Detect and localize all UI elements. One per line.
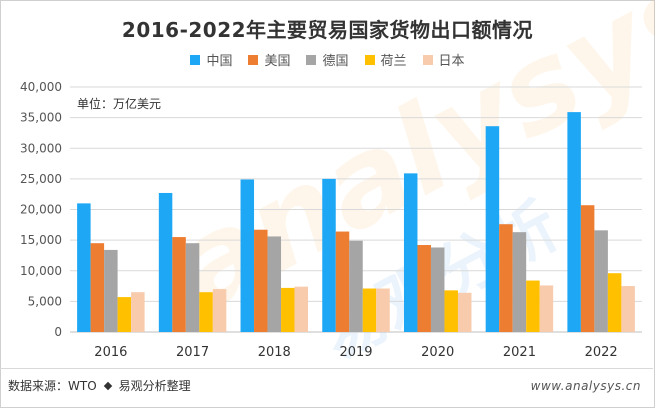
- bar-日本-2017: [212, 289, 227, 332]
- x-tick-label: 2018: [258, 345, 291, 360]
- bar-美国-2019: [335, 231, 350, 332]
- x-tick-label: 2022: [585, 345, 618, 360]
- bar-中国-2017: [158, 192, 173, 332]
- chart-legend: 中国 美国 德国 荷兰 日本: [0, 50, 655, 69]
- legend-label: 日本: [438, 54, 465, 69]
- legend-label: 美国: [264, 54, 291, 69]
- bar-荷兰-2019: [362, 288, 377, 332]
- bar-中国-2019: [322, 178, 336, 332]
- bar-德国-2017: [185, 243, 200, 332]
- bar-日本-2020: [457, 292, 472, 332]
- source-text: 数据来源：WTO: [8, 379, 97, 393]
- bar-日本-2022: [621, 286, 635, 332]
- x-tick-label: 2016: [94, 345, 127, 360]
- legend-label: 德国: [322, 54, 349, 69]
- y-tick-label: 40,000: [20, 80, 62, 94]
- bar-中国-2016: [77, 203, 91, 332]
- legend-swatch: [190, 54, 201, 65]
- legend-swatch: [422, 54, 433, 65]
- bar-美国-2021: [499, 224, 513, 332]
- x-tick-label: 2020: [421, 345, 454, 360]
- x-tick-label: 2017: [176, 345, 209, 360]
- legend-item-1: 美国: [248, 50, 290, 69]
- y-tick-label: 0: [54, 325, 62, 339]
- bar-荷兰-2018: [281, 287, 295, 332]
- unit-label: 单位：万亿美元: [77, 97, 162, 111]
- legend-label: 荷兰: [380, 54, 407, 69]
- footer-url: www.analysys.cn: [530, 379, 641, 393]
- x-tick-label: 2021: [503, 345, 536, 360]
- y-tick-label: 25,000: [20, 172, 62, 186]
- bar-美国-2016: [90, 243, 105, 332]
- legend-label: 中国: [206, 54, 233, 69]
- bar-日本-2018: [294, 286, 309, 332]
- legend-swatch: [306, 54, 317, 65]
- y-tick-label: 20,000: [20, 203, 62, 217]
- bar-荷兰-2022: [607, 273, 622, 332]
- chart-title: 2016-2022年主要贸易国家货物出口额情况: [121, 18, 534, 42]
- bar-荷兰-2017: [199, 292, 213, 332]
- legend-swatch: [248, 54, 259, 65]
- bar-德国-2022: [594, 230, 608, 332]
- bar-德国-2020: [430, 247, 445, 332]
- y-tick-label: 5,000: [28, 294, 62, 308]
- bar-中国-2018: [240, 179, 255, 332]
- bar-中国-2020: [403, 173, 418, 332]
- footer-divider: [0, 368, 653, 369]
- bar-日本-2021: [539, 285, 554, 332]
- org-text: 易观分析整理: [118, 379, 191, 393]
- bar-美国-2018: [254, 229, 268, 332]
- bar-荷兰-2021: [526, 280, 540, 332]
- legend-swatch: [364, 54, 375, 65]
- legend-item-2: 德国: [306, 50, 349, 69]
- bar-德国-2021: [512, 232, 527, 332]
- y-tick-label: 10,000: [20, 264, 62, 278]
- bar-日本-2019: [376, 288, 390, 332]
- bar-德国-2016: [104, 249, 118, 332]
- legend-item-0: 中国: [190, 50, 232, 69]
- bar-荷兰-2020: [444, 290, 458, 332]
- diamond-icon: [103, 381, 112, 390]
- y-tick-label: 30,000: [20, 141, 62, 155]
- bar-美国-2020: [417, 245, 431, 332]
- bar-中国-2021: [485, 126, 500, 332]
- bar-美国-2017: [172, 237, 186, 332]
- bar-荷兰-2016: [117, 297, 132, 332]
- x-tick-label: 2019: [339, 345, 372, 360]
- footer-source: 数据来源：WTO 易观分析整理: [8, 377, 191, 394]
- y-tick-label: 15,000: [20, 233, 62, 247]
- y-tick-label: 35,000: [20, 111, 62, 125]
- bar-日本-2016: [131, 292, 145, 332]
- legend-item-4: 日本: [422, 50, 465, 69]
- bar-德国-2019: [349, 240, 363, 332]
- legend-item-3: 荷兰: [364, 50, 407, 69]
- bar-美国-2022: [580, 205, 595, 332]
- bar-德国-2018: [267, 236, 282, 332]
- bar-中国-2022: [567, 112, 581, 332]
